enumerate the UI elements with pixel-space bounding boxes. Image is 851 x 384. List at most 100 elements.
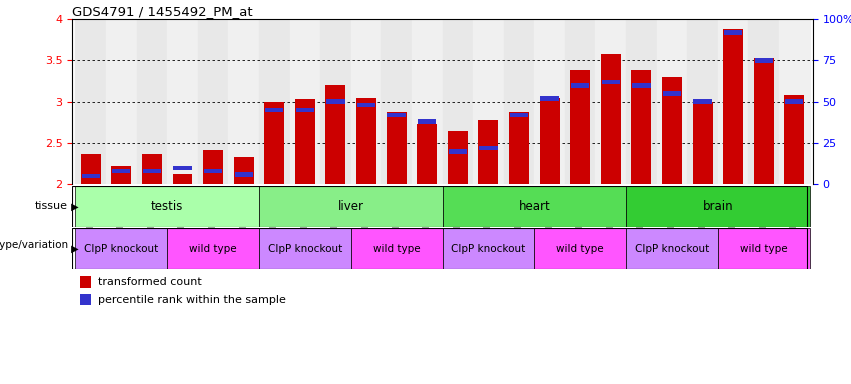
Bar: [571, 83, 590, 88]
Bar: [479, 146, 498, 150]
Bar: [693, 102, 712, 184]
Bar: [82, 174, 100, 178]
Bar: [662, 77, 682, 184]
Bar: [381, 19, 412, 184]
Bar: [504, 19, 534, 184]
Text: liver: liver: [338, 200, 363, 213]
Bar: [473, 19, 504, 184]
Bar: [443, 19, 473, 184]
Text: ClpP knockout: ClpP knockout: [635, 243, 709, 254]
Bar: [228, 19, 259, 184]
Bar: [387, 113, 406, 117]
Bar: [417, 124, 437, 184]
Bar: [235, 172, 253, 177]
Bar: [143, 169, 161, 174]
Text: wild type: wild type: [373, 243, 420, 254]
Bar: [632, 83, 650, 88]
Bar: [259, 228, 351, 269]
Text: wild type: wild type: [740, 243, 787, 254]
Bar: [265, 102, 284, 184]
Bar: [351, 19, 381, 184]
Bar: [534, 19, 565, 184]
Bar: [749, 19, 779, 184]
Bar: [325, 85, 346, 184]
Bar: [657, 19, 688, 184]
Bar: [173, 174, 192, 184]
Bar: [509, 112, 529, 184]
Bar: [357, 103, 375, 108]
Bar: [540, 98, 560, 184]
Bar: [540, 96, 559, 101]
Bar: [76, 186, 259, 227]
Bar: [234, 157, 254, 184]
Bar: [112, 169, 130, 174]
Bar: [203, 150, 223, 184]
Bar: [111, 166, 131, 184]
Bar: [565, 19, 596, 184]
Bar: [724, 30, 742, 35]
Bar: [204, 169, 222, 174]
Text: genotype/variation: genotype/variation: [0, 240, 68, 250]
Text: percentile rank within the sample: percentile rank within the sample: [98, 295, 286, 305]
Bar: [295, 108, 314, 112]
Bar: [351, 228, 443, 269]
Bar: [320, 19, 351, 184]
Text: ▶: ▶: [68, 243, 78, 254]
Text: ClpP knockout: ClpP knockout: [451, 243, 526, 254]
Bar: [259, 186, 443, 227]
Bar: [448, 131, 468, 184]
Bar: [167, 19, 197, 184]
Bar: [80, 276, 91, 288]
Bar: [626, 186, 809, 227]
Bar: [601, 54, 620, 184]
Bar: [76, 19, 106, 184]
Text: ClpP knockout: ClpP knockout: [84, 243, 158, 254]
Bar: [443, 228, 534, 269]
Bar: [167, 228, 259, 269]
Bar: [718, 19, 749, 184]
Bar: [443, 186, 626, 227]
Bar: [76, 228, 167, 269]
Bar: [142, 154, 162, 184]
Bar: [663, 91, 681, 96]
Bar: [197, 19, 228, 184]
Bar: [754, 58, 774, 184]
Bar: [289, 19, 320, 184]
Bar: [688, 19, 718, 184]
Bar: [631, 70, 651, 184]
Text: ClpP knockout: ClpP knockout: [268, 243, 342, 254]
Bar: [755, 58, 773, 63]
Bar: [718, 228, 809, 269]
Bar: [259, 19, 289, 184]
Bar: [478, 120, 499, 184]
Bar: [295, 99, 315, 184]
Bar: [723, 29, 743, 184]
Bar: [626, 19, 657, 184]
Bar: [81, 154, 100, 184]
Bar: [418, 119, 437, 124]
Text: tissue: tissue: [35, 201, 68, 212]
Bar: [386, 112, 407, 184]
Text: ▶: ▶: [68, 201, 78, 212]
Bar: [510, 113, 528, 117]
Text: heart: heart: [518, 200, 551, 213]
Text: brain: brain: [703, 200, 734, 213]
Text: testis: testis: [151, 200, 183, 213]
Bar: [570, 70, 590, 184]
Bar: [136, 19, 167, 184]
Bar: [626, 228, 718, 269]
Bar: [448, 149, 467, 154]
Bar: [106, 19, 136, 184]
Bar: [80, 294, 91, 305]
Bar: [326, 99, 345, 104]
Text: GDS4791 / 1455492_PM_at: GDS4791 / 1455492_PM_at: [72, 5, 253, 18]
Bar: [785, 95, 804, 184]
Bar: [534, 228, 626, 269]
Bar: [694, 99, 711, 104]
Bar: [785, 99, 803, 104]
Bar: [412, 19, 443, 184]
Bar: [596, 19, 626, 184]
Bar: [779, 19, 809, 184]
Text: wild type: wild type: [189, 243, 237, 254]
Text: wild type: wild type: [557, 243, 604, 254]
